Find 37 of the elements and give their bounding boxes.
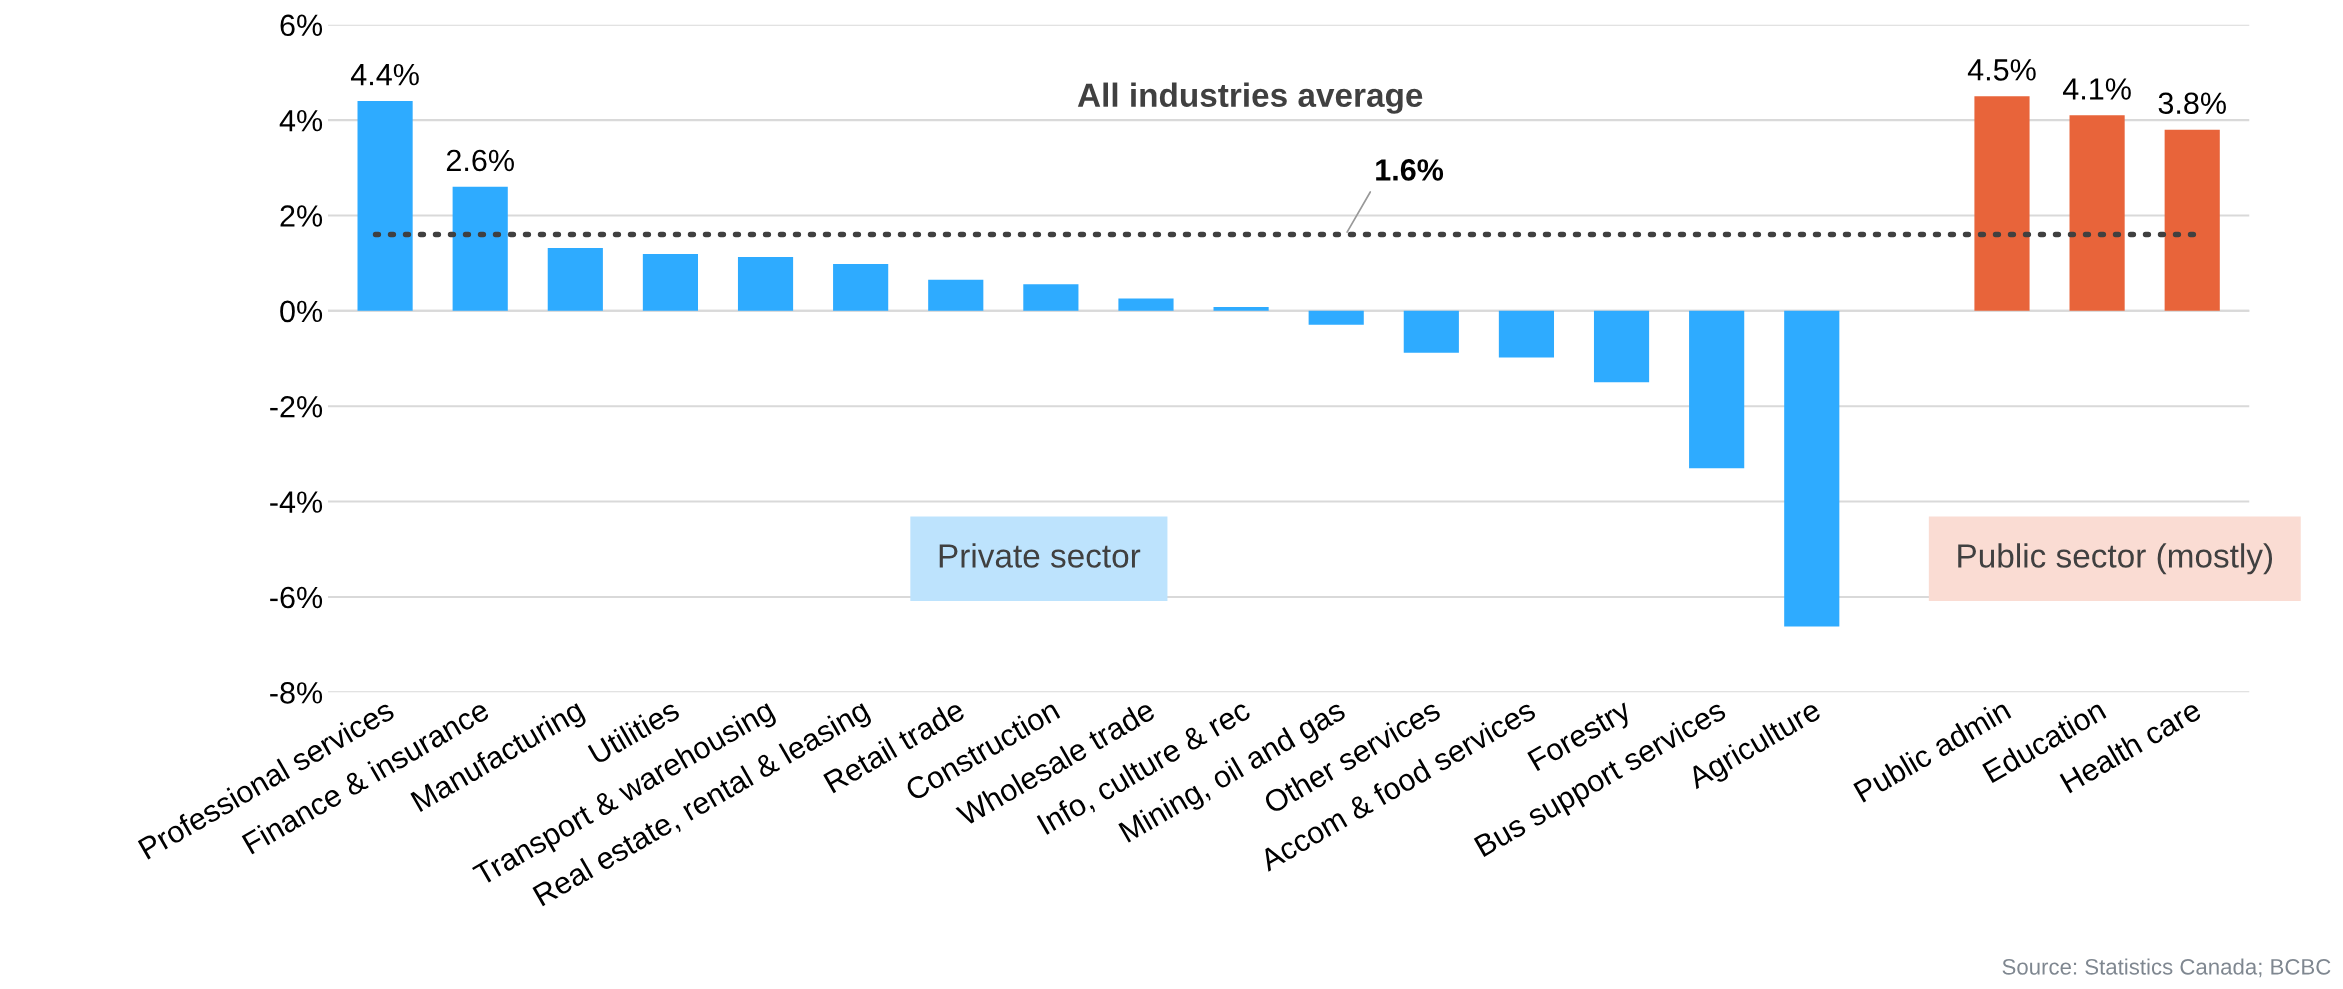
bar xyxy=(2069,115,2125,311)
bar xyxy=(833,264,889,311)
bar xyxy=(737,256,794,311)
bar xyxy=(642,254,699,311)
data-label: 4.1% xyxy=(2062,78,2131,100)
bar xyxy=(1498,310,1555,358)
y-tick-label: 4% xyxy=(279,109,323,132)
bar xyxy=(1689,310,1745,469)
bar xyxy=(2164,129,2220,311)
data-label: 4.4% xyxy=(350,63,419,86)
y-tick-label: 6% xyxy=(280,14,323,37)
annotation: Public sector (mostly) xyxy=(1958,543,2273,575)
y-tick-label: -2% xyxy=(270,395,323,418)
ref-line-label: 1.6% xyxy=(1376,159,1444,181)
y-tick-label: -6% xyxy=(270,586,323,609)
y-tick-label: 0% xyxy=(280,300,323,323)
y-tick-label: -8% xyxy=(270,682,323,704)
source-note: Source: Statistics Canada; BCBC xyxy=(2002,958,2331,978)
bar xyxy=(1403,310,1459,353)
annotation: Private sector xyxy=(939,543,1141,568)
data-label: 3.8% xyxy=(2158,92,2226,115)
bar xyxy=(1023,284,1079,311)
bar xyxy=(928,279,984,311)
bar xyxy=(547,247,603,311)
y-tick-label: -4% xyxy=(270,491,323,513)
bar xyxy=(1593,310,1650,383)
data-label: 2.6% xyxy=(446,149,514,172)
y-tick-label: 2% xyxy=(280,205,323,227)
bar xyxy=(1118,298,1174,311)
data-label: 4.5% xyxy=(1967,59,2036,81)
bar xyxy=(452,186,508,311)
bar xyxy=(1974,96,2030,311)
bar xyxy=(1213,307,1269,311)
bar xyxy=(357,101,413,311)
bar xyxy=(1784,310,1840,627)
annotation: All industries average xyxy=(1077,82,1423,114)
bar xyxy=(1308,310,1364,325)
